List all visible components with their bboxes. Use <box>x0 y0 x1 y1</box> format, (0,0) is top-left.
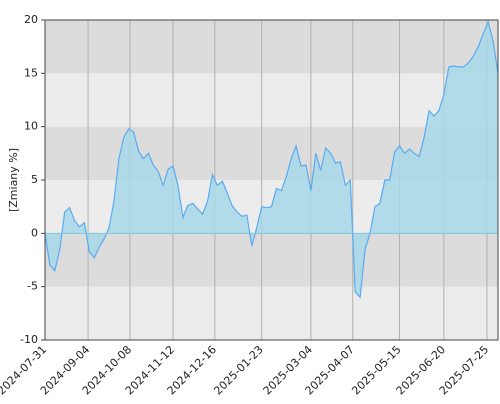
background-band <box>45 73 498 127</box>
plot-frame <box>44 19 499 341</box>
background-band <box>45 233 498 287</box>
background-band <box>45 286 498 340</box>
y-tick-label: 15 <box>24 66 38 79</box>
y-tick-label: 5 <box>31 173 38 186</box>
y-tick-label: -5 <box>27 280 38 293</box>
x-tick-label: 2025-01-23 <box>211 343 265 397</box>
area <box>45 22 498 298</box>
line <box>44 20 499 299</box>
y-tick-label: -10 <box>20 333 38 346</box>
y-tick-label: 20 <box>24 13 38 26</box>
y-tick-label: 10 <box>24 120 38 133</box>
background-band <box>45 20 498 74</box>
y-tick-label: 0 <box>31 226 38 239</box>
y-axis-label: [Zmiany %] <box>7 148 20 212</box>
